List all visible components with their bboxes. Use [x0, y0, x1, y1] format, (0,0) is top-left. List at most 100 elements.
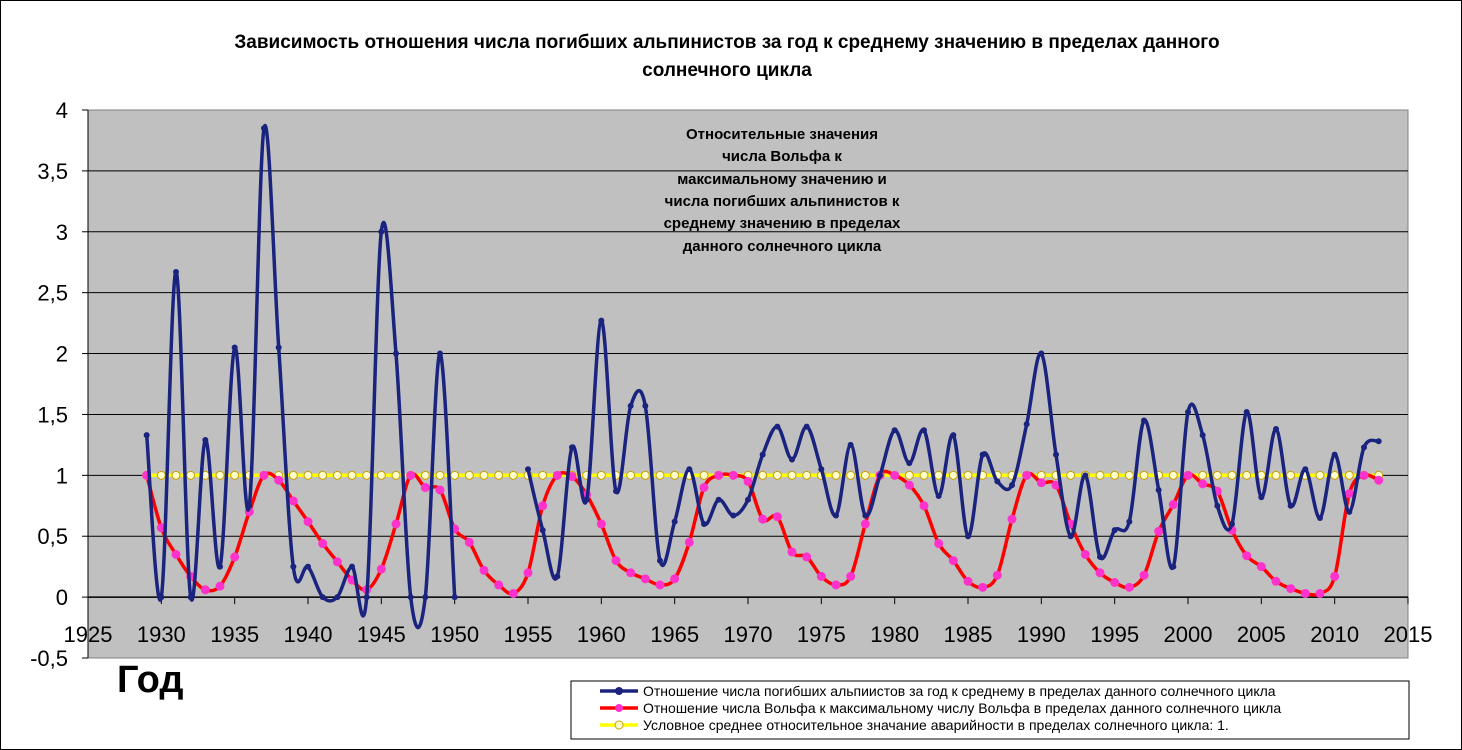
data-point — [1243, 409, 1250, 416]
data-point — [451, 594, 458, 601]
data-point — [525, 466, 531, 473]
data-point — [613, 488, 619, 495]
data-point — [1066, 470, 1076, 480]
data-point — [406, 470, 416, 480]
legend-items: Отношение числа погибших альпиистов за г… — [600, 683, 1281, 733]
data-point — [772, 512, 782, 522]
data-point — [948, 470, 958, 480]
data-point — [494, 580, 504, 590]
data-point — [787, 470, 797, 480]
data-point — [699, 470, 709, 480]
data-point — [758, 514, 768, 524]
data-point — [215, 470, 225, 480]
data-point — [963, 470, 973, 480]
data-point — [407, 594, 414, 601]
data-point — [626, 470, 636, 480]
data-point — [1007, 514, 1017, 524]
data-point — [435, 470, 445, 480]
data-point — [332, 470, 342, 480]
y-tick-label: 3 — [56, 220, 68, 245]
data-point — [1095, 568, 1105, 578]
data-point — [978, 582, 988, 592]
data-point — [1242, 470, 1252, 480]
data-point — [332, 557, 342, 567]
data-point — [1080, 549, 1090, 559]
x-tick-label: 2015 — [1384, 622, 1433, 647]
chart-title-line-1: Зависимость отношения числа погибших аль… — [234, 32, 1219, 53]
data-point — [1126, 518, 1133, 525]
data-point — [1198, 479, 1208, 489]
y-tick-label: 1,5 — [37, 402, 68, 427]
data-point — [919, 501, 929, 511]
data-point — [1331, 451, 1338, 458]
data-point — [319, 594, 326, 601]
data-point — [745, 496, 751, 503]
x-tick-label: 1960 — [577, 622, 626, 647]
legend-item-yellow: Условное среднее относительное значание … — [600, 717, 1229, 733]
data-point — [934, 539, 944, 549]
data-point — [362, 470, 372, 480]
data-point — [934, 470, 944, 480]
data-point — [422, 594, 429, 601]
data-point — [701, 521, 707, 528]
x-tick-label: 1970 — [724, 622, 773, 647]
data-point — [1170, 563, 1177, 570]
data-point — [640, 470, 650, 480]
series-line-blue — [526, 318, 1381, 581]
x-tick-label: 1980 — [870, 622, 919, 647]
data-point — [627, 402, 634, 409]
data-point — [1273, 426, 1279, 433]
data-point — [596, 470, 606, 480]
data-point — [318, 539, 328, 549]
legend-item-red: Отношение числа Вольфа к максимальному ч… — [600, 700, 1281, 716]
annotation-line-2: числа Вольфа к — [722, 148, 842, 165]
data-point — [950, 432, 957, 439]
data-point — [759, 451, 766, 458]
data-point — [435, 485, 445, 495]
data-point — [758, 470, 768, 480]
x-tick-label: 1995 — [1090, 622, 1139, 647]
data-point — [1344, 489, 1354, 499]
data-point — [1124, 582, 1134, 592]
data-point — [877, 472, 883, 479]
data-point — [728, 470, 738, 480]
data-point — [833, 512, 839, 519]
data-point — [393, 350, 399, 357]
x-tick-label: 1940 — [284, 622, 333, 647]
data-point — [862, 512, 869, 519]
data-point — [818, 466, 825, 473]
data-point — [919, 470, 929, 480]
data-point — [1110, 470, 1120, 480]
x-tick-label: 1955 — [504, 622, 553, 647]
data-point — [508, 470, 518, 480]
data-point — [963, 576, 973, 586]
data-point — [230, 470, 240, 480]
x-tick-label: 2010 — [1310, 622, 1359, 647]
y-tick-label: 2 — [56, 342, 68, 367]
data-point — [259, 470, 269, 480]
data-point — [1286, 584, 1296, 594]
data-point — [1375, 438, 1382, 445]
data-point — [1287, 502, 1294, 509]
x-tick-label: 1950 — [430, 622, 479, 647]
data-point — [450, 470, 460, 480]
data-point — [1154, 526, 1164, 536]
data-point — [1346, 508, 1353, 515]
data-point — [992, 570, 1002, 580]
data-point — [539, 527, 546, 534]
data-point — [288, 496, 298, 506]
data-point — [979, 451, 986, 458]
data-point — [1344, 470, 1354, 480]
data-point — [464, 470, 474, 480]
data-point — [290, 563, 297, 570]
data-point — [670, 574, 680, 584]
data-point — [774, 423, 781, 430]
data-point — [1183, 470, 1193, 480]
data-point — [1139, 470, 1149, 480]
data-point — [1359, 470, 1369, 480]
data-point — [1229, 521, 1235, 528]
y-tick-label: 4 — [56, 98, 68, 123]
data-point — [655, 580, 665, 590]
data-point — [626, 568, 636, 578]
legend-item-blue: Отношение числа погибших альпиистов за г… — [600, 683, 1276, 699]
